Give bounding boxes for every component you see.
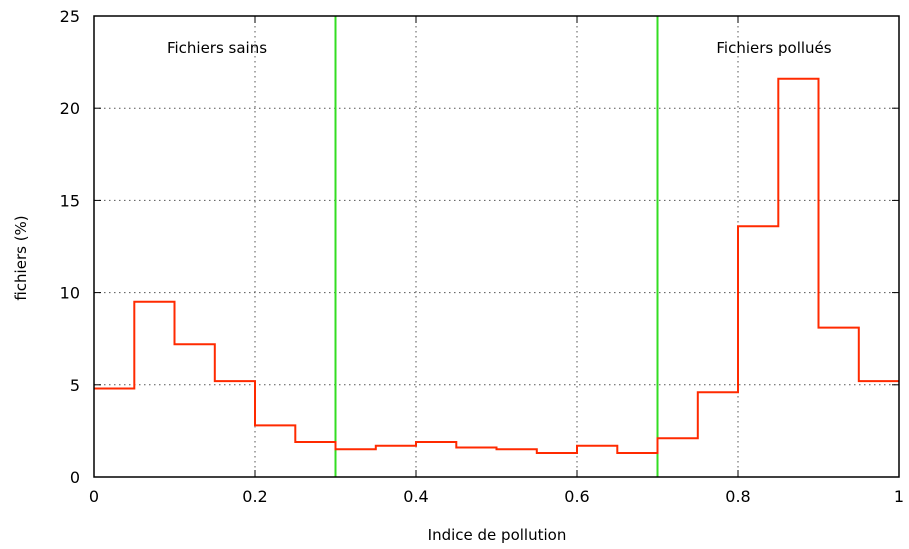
x-tick-label-0: 0: [89, 487, 99, 506]
histogram-bin-1: [134, 302, 174, 477]
y-tick-label-5: 25: [60, 7, 80, 26]
x-tick-label-4: 0.8: [725, 487, 750, 506]
histogram-bin-10: [497, 449, 537, 477]
histogram-bin-17: [778, 79, 818, 477]
histogram-bin-5: [295, 442, 335, 477]
histogram-bin-14: [658, 438, 698, 477]
histogram-bin-19: [859, 381, 899, 477]
series: [94, 77, 899, 477]
plot-border: [93, 15, 900, 478]
x-tick-label-2: 0.4: [403, 487, 428, 506]
annotation-polluted-files: Fichiers pollués: [716, 39, 831, 57]
threshold-lines: [334, 16, 659, 477]
annotation-healthy-files: Fichiers sains: [167, 39, 267, 57]
y-tick-label-1: 5: [70, 376, 80, 395]
y-axis-title: fichiers (%): [12, 215, 30, 300]
histogram-bin-3: [215, 381, 255, 477]
plot-frame: [93, 15, 900, 478]
histogram-bin-16: [738, 226, 778, 477]
y-tick-label-3: 15: [60, 191, 80, 210]
y-tick-label-2: 10: [60, 284, 80, 303]
histogram-bin-13: [617, 453, 657, 477]
histogram-bin-11: [537, 453, 577, 477]
x-tick-label-1: 0.2: [242, 487, 267, 506]
x-tick-label-5: 1: [894, 487, 904, 506]
y-tick-label-4: 20: [60, 99, 80, 118]
y-tick-label-0: 0: [70, 468, 80, 487]
histogram-bin-7: [376, 446, 416, 477]
histogram-bin-2: [175, 344, 215, 477]
histogram-bin-12: [577, 446, 617, 477]
x-axis-title: Indice de pollution: [428, 526, 567, 544]
histogram-bin-18: [819, 328, 859, 477]
histogram-step-line: [94, 77, 899, 454]
histogram-bin-0: [94, 388, 134, 477]
x-tick-label-3: 0.6: [564, 487, 589, 506]
histogram-bin-6: [336, 449, 376, 477]
histogram-bin-9: [456, 447, 496, 477]
histogram-bin-4: [255, 425, 295, 477]
histogram-bin-15: [698, 392, 738, 477]
histogram-bin-8: [416, 442, 456, 477]
